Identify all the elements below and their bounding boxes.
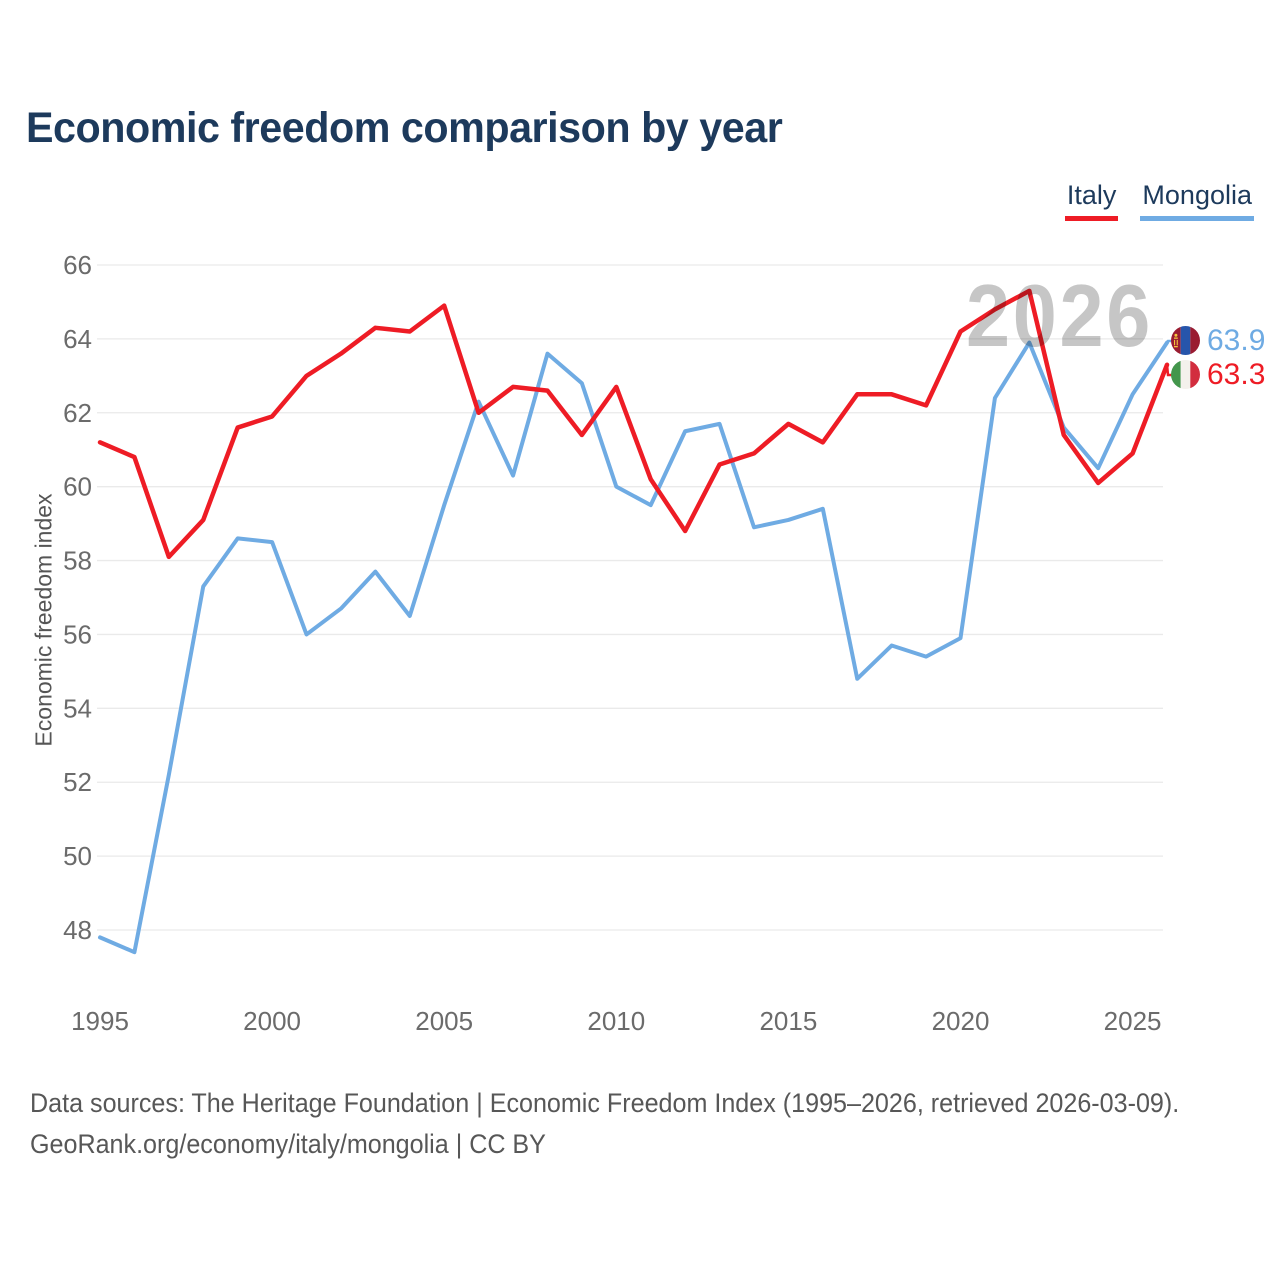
legend: Italy Mongolia <box>1064 180 1254 221</box>
y-tick-label-58: 58 <box>63 546 92 576</box>
y-tick-label-56: 56 <box>63 619 92 649</box>
y-tick-label-66: 66 <box>63 250 92 280</box>
series-line-mongolia <box>98 340 1170 955</box>
x-tick-label-1995: 1995 <box>71 1006 129 1036</box>
page-title: Economic freedom comparison by year <box>26 104 783 152</box>
y-tick-label-60: 60 <box>63 472 92 502</box>
y-tick-label-62: 62 <box>63 398 92 428</box>
italy-flag-icon <box>1171 360 1200 389</box>
footer-attribution-line: GeoRank.org/economy/italy/mongolia | CC … <box>30 1129 546 1159</box>
end-connector-italy <box>1165 364 1172 377</box>
y-tick-label-64: 64 <box>63 324 92 354</box>
x-tick-label-2025: 2025 <box>1104 1006 1162 1036</box>
end-value-italy: 63.3 <box>1207 358 1266 391</box>
x-tick-label-2020: 2020 <box>932 1006 990 1036</box>
y-tick-label-50: 50 <box>63 841 92 871</box>
x-tick-label-2010: 2010 <box>587 1006 645 1036</box>
x-tick-label-2000: 2000 <box>243 1006 301 1036</box>
end-label-mongolia: 63.9 <box>1171 324 1266 357</box>
end-label-italy: 63.3 <box>1171 358 1266 391</box>
footer-sources-line: Data sources: The Heritage Foundation | … <box>30 1088 1180 1118</box>
legend-item-mongolia[interactable]: Mongolia <box>1140 180 1254 221</box>
end-connector-mongolia <box>1165 339 1172 344</box>
x-tick-label-2015: 2015 <box>759 1006 817 1036</box>
mongolia-flag-icon <box>1171 326 1200 355</box>
y-tick-label-54: 54 <box>63 693 92 723</box>
series-line-italy <box>97 288 1170 560</box>
end-value-mongolia: 63.9 <box>1207 324 1266 357</box>
legend-item-italy[interactable]: Italy <box>1064 180 1119 221</box>
y-tick-label-48: 48 <box>63 915 92 945</box>
y-tick-label-52: 52 <box>63 767 92 797</box>
x-tick-label-2005: 2005 <box>415 1006 473 1036</box>
footer: Data sources: The Heritage Foundation | … <box>30 1083 1179 1165</box>
